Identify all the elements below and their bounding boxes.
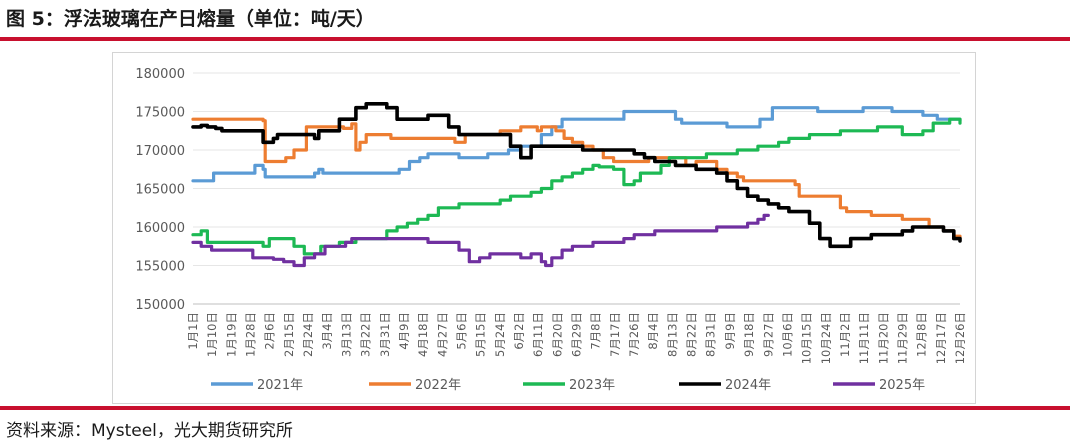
x-tick-label: 6月2日	[512, 312, 526, 350]
x-tick-label: 5月24日	[493, 312, 507, 357]
legend-label: 2021年	[257, 378, 303, 393]
x-tick-label: 8月4日	[646, 312, 660, 350]
x-tick-label: 12月17日	[934, 312, 948, 364]
y-tick-label: 170000	[135, 144, 185, 159]
series-line-3	[191, 102, 962, 249]
series-line-1	[191, 117, 962, 241]
legend-label: 2022年	[415, 378, 461, 393]
source-note: 资料来源：Mysteel，光大期货研究所	[6, 421, 293, 441]
x-tick-label: 1月19日	[224, 312, 238, 357]
x-tick-label: 7月8日	[589, 312, 603, 350]
y-tick-label: 180000	[135, 67, 185, 82]
x-tick-label: 10月15日	[800, 312, 814, 364]
x-tick-label: 11月2日	[838, 312, 852, 357]
x-tick-label: 12月8日	[915, 312, 929, 357]
chart-container: 150000 155000 160000 165000 170000 175000 1800…	[112, 52, 976, 404]
x-tick-label: 5月15日	[474, 312, 488, 357]
x-tick-label: 7月17日	[608, 312, 622, 357]
x-tick-label: 4月18日	[416, 312, 430, 357]
series-line-0	[191, 106, 962, 183]
x-tick-label: 11月11日	[857, 312, 871, 364]
x-tick-label: 10月6日	[780, 312, 794, 357]
y-tick-label: 150000	[135, 298, 185, 313]
x-tick-label: 1月10日	[205, 312, 219, 357]
x-tick-label: 4月27日	[435, 312, 449, 357]
x-tick-label: 11月20日	[876, 312, 890, 364]
x-tick-label: 9月27日	[761, 312, 775, 357]
x-tick-label: 3月31日	[378, 312, 392, 357]
line-chart: 150000 155000 160000 165000 170000 175000 1800…	[135, 67, 967, 393]
x-axis: 1月1日 1月10日 1月19日 1月28日 2月6日 2月15日 2月24日 3月4日 3月1…	[186, 303, 967, 364]
legend-label: 2023年	[569, 378, 615, 393]
legend-label: 2024年	[725, 378, 771, 393]
x-tick-label: 4月9日	[397, 312, 411, 350]
x-tick-label: 2月24日	[301, 312, 315, 357]
x-tick-label: 3月13日	[339, 312, 353, 357]
x-tick-label: 3月22日	[359, 312, 373, 357]
y-tick-label: 165000	[135, 183, 185, 198]
x-tick-label: 6月29日	[570, 312, 584, 357]
x-tick-label: 6月11日	[531, 312, 545, 357]
y-tick-label: 175000	[135, 106, 185, 121]
bottom-red-rule	[0, 406, 1070, 410]
x-tick-label: 12月26日	[953, 312, 967, 364]
x-tick-label: 8月13日	[665, 312, 679, 357]
x-tick-label: 6月20日	[550, 312, 564, 357]
figure-title: 图 5：浮法玻璃在产日熔量（单位：吨/天）	[6, 8, 375, 30]
x-tick-label: 7月26日	[627, 312, 641, 357]
x-tick-label: 5月6日	[454, 312, 468, 350]
series-lines	[191, 102, 962, 268]
legend: 2021年 2022年 2023年 2024年 2025年	[211, 378, 925, 393]
x-tick-label: 9月18日	[742, 312, 756, 357]
top-red-rule	[0, 37, 1070, 41]
x-tick-label: 11月29日	[895, 312, 909, 364]
x-tick-label: 3月4日	[320, 312, 334, 350]
gridlines	[193, 72, 960, 305]
x-tick-label: 10月24日	[819, 312, 833, 364]
x-tick-label: 9月9日	[723, 312, 737, 350]
series-line-4	[191, 213, 770, 268]
series-line-2	[191, 117, 962, 256]
legend-label: 2025年	[879, 378, 925, 393]
x-tick-label: 8月31日	[704, 312, 718, 357]
x-tick-label: 8月22日	[685, 312, 699, 357]
x-tick-label: 2月15日	[282, 312, 296, 357]
x-tick-label: 1月1日	[186, 312, 200, 350]
y-tick-label: 155000	[135, 260, 185, 275]
x-tick-label: 2月6日	[263, 312, 277, 350]
y-tick-label: 160000	[135, 221, 185, 236]
y-axis: 150000 155000 160000 165000 170000 175000 1800…	[135, 67, 185, 313]
x-tick-label: 1月28日	[244, 312, 258, 357]
